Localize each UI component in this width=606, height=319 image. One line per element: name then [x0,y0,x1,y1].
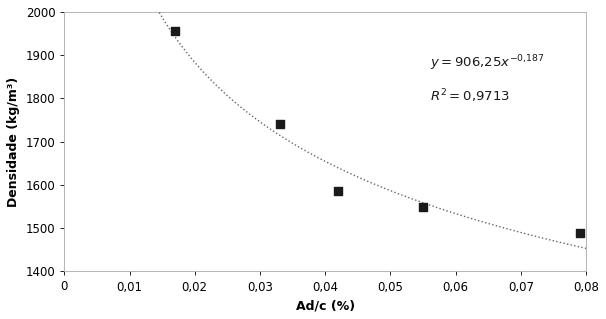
Y-axis label: Densidade (kg/m³): Densidade (kg/m³) [7,77,20,207]
Point [418,204,428,209]
Point [170,29,180,34]
X-axis label: Ad/c (%): Ad/c (%) [296,299,355,312]
Point [574,230,584,235]
Point [333,189,343,194]
Text: $R^2 = 0{,}9713$: $R^2 = 0{,}9713$ [430,87,510,105]
Point [275,122,284,127]
Text: $y = 906{,}25x^{-0{,}187}$: $y = 906{,}25x^{-0{,}187}$ [430,53,544,72]
